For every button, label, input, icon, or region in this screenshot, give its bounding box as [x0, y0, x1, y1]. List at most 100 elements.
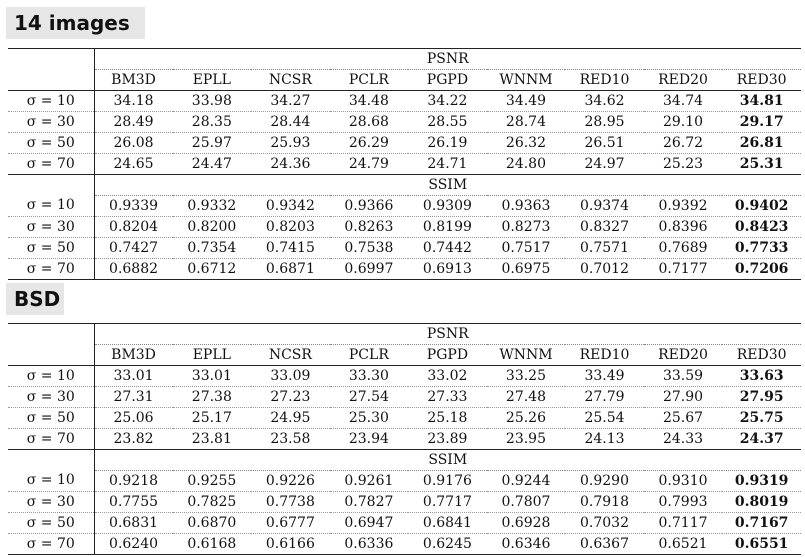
table-row: σ = 70 23.82 23.81 23.58 23.94 23.89 23.95 24.1…: [8, 428, 801, 450]
value-cell: 27.95: [722, 386, 801, 408]
value-cell: 0.7689: [643, 237, 723, 259]
column-header-ncsr: NCSR: [251, 69, 330, 91]
column-header-bm3d: BM3D: [94, 344, 173, 366]
value-cell: 25.06: [94, 407, 173, 429]
value-cell: 27.23: [251, 386, 330, 408]
value-cell: 24.65: [94, 153, 173, 175]
value-cell: 0.9402: [722, 195, 801, 217]
row-label-sigma: σ = 50: [8, 512, 95, 534]
value-cell: 25.67: [643, 407, 723, 429]
table-row: σ = 70 0.6882 0.6712 0.6871 0.6997 0.6913 0.69…: [8, 258, 801, 280]
value-cell: 26.81: [722, 132, 801, 154]
value-cell: 25.18: [408, 407, 487, 429]
value-cell: 0.7807: [486, 491, 566, 513]
value-cell: 34.27: [251, 90, 330, 112]
value-cell: 0.6841: [408, 512, 487, 534]
corner-cell: [8, 344, 95, 366]
table-row: σ = 10 34.18 33.98 34.27 34.48 34.22 34.49 34.6…: [8, 90, 801, 112]
value-cell: 0.7918: [565, 491, 644, 513]
value-cell: 23.81: [172, 428, 252, 450]
column-header-red20: RED20: [643, 69, 723, 91]
value-cell: 0.6777: [251, 512, 330, 534]
column-header-pgpd: PGPD: [408, 344, 487, 366]
row-label-sigma: σ = 70: [8, 258, 95, 280]
value-cell: 28.95: [565, 111, 644, 133]
value-cell: 0.9244: [486, 470, 566, 492]
row-label-sigma: σ = 10: [8, 470, 95, 492]
value-cell: 0.9176: [408, 470, 487, 492]
value-cell: 33.01: [94, 365, 173, 387]
value-cell: 0.9218: [94, 470, 173, 492]
section-title-bsd: BSD: [6, 283, 64, 315]
column-header-red10: RED10: [565, 69, 644, 91]
value-cell: 0.7538: [329, 237, 409, 259]
value-cell: 0.7755: [94, 491, 173, 513]
column-header-pgpd: PGPD: [408, 69, 487, 91]
value-cell: 0.8019: [722, 491, 801, 513]
value-cell: 24.95: [251, 407, 330, 429]
column-header-epll: EPLL: [172, 344, 252, 366]
value-cell: 0.7717: [408, 491, 487, 513]
value-cell: 27.54: [329, 386, 409, 408]
value-cell: 0.9309: [408, 195, 487, 217]
value-cell: 33.01: [172, 365, 252, 387]
table-row: σ = 30 27.31 27.38 27.23 27.54 27.33 27.48 27.7…: [8, 386, 801, 408]
value-cell: 0.6947: [329, 512, 409, 534]
value-cell: 27.33: [408, 386, 487, 408]
value-cell: 26.32: [486, 132, 566, 154]
value-cell: 24.37: [722, 428, 801, 450]
value-cell: 24.71: [408, 153, 487, 175]
value-cell: 23.82: [94, 428, 173, 450]
value-cell: 27.48: [486, 386, 566, 408]
value-cell: 34.18: [94, 90, 173, 112]
column-header-ncsr: NCSR: [251, 344, 330, 366]
column-header-wnnm: WNNM: [486, 344, 566, 366]
table-row: σ = 30 28.49 28.35 28.44 28.68 28.55 28.74 28.9…: [8, 111, 801, 133]
value-cell: 0.8273: [486, 216, 566, 238]
value-cell: 0.7738: [251, 491, 330, 513]
value-cell: 26.19: [408, 132, 487, 154]
value-cell: 33.30: [329, 365, 409, 387]
value-cell: 0.6166: [251, 533, 330, 555]
table-row: σ = 10 33.01 33.01 33.09 33.30 33.02 33.25 33.4…: [8, 365, 801, 387]
table-row: σ = 50 0.6831 0.6870 0.6777 0.6947 0.6841 0.69…: [8, 512, 801, 534]
value-cell: 0.7032: [565, 512, 644, 534]
value-cell: 33.09: [251, 365, 330, 387]
value-cell: 0.7733: [722, 237, 801, 259]
value-cell: 0.6871: [251, 258, 330, 280]
table-row: σ = 50 26.08 25.97 25.93 26.29 26.19 26.32 26.5…: [8, 132, 801, 154]
table-row: σ = 30 0.7755 0.7825 0.7738 0.7827 0.7717 0.78…: [8, 491, 801, 513]
value-cell: 0.7571: [565, 237, 644, 259]
corner-cell: [8, 323, 95, 345]
row-label-sigma: σ = 30: [8, 491, 95, 513]
value-cell: 0.6975: [486, 258, 566, 280]
value-cell: 0.6928: [486, 512, 566, 534]
row-label-sigma: σ = 30: [8, 386, 95, 408]
value-cell: 0.8199: [408, 216, 487, 238]
value-cell: 0.6997: [329, 258, 409, 280]
value-cell: 0.8263: [329, 216, 409, 238]
metric-header-row: SSIM: [8, 174, 801, 196]
value-cell: 33.59: [643, 365, 723, 387]
value-cell: 33.02: [408, 365, 487, 387]
value-cell: 24.33: [643, 428, 723, 450]
value-cell: 26.72: [643, 132, 723, 154]
value-cell: 0.9339: [94, 195, 173, 217]
value-cell: 24.47: [172, 153, 252, 175]
column-header-bm3d: BM3D: [94, 69, 173, 91]
column-header-wnnm: WNNM: [486, 69, 566, 91]
value-cell: 25.54: [565, 407, 644, 429]
value-cell: 0.9319: [722, 470, 801, 492]
corner-cell: [8, 69, 95, 91]
value-cell: 0.9392: [643, 195, 723, 217]
value-cell: 25.23: [643, 153, 723, 175]
metric-header-psnr: PSNR: [94, 48, 801, 70]
metric-header-ssim: SSIM: [94, 449, 801, 471]
value-cell: 0.7012: [565, 258, 644, 280]
value-cell: 0.7517: [486, 237, 566, 259]
row-label-sigma: σ = 70: [8, 428, 95, 450]
value-cell: 0.9342: [251, 195, 330, 217]
value-cell: 34.49: [486, 90, 566, 112]
value-cell: 0.8327: [565, 216, 644, 238]
value-cell: 0.7827: [329, 491, 409, 513]
